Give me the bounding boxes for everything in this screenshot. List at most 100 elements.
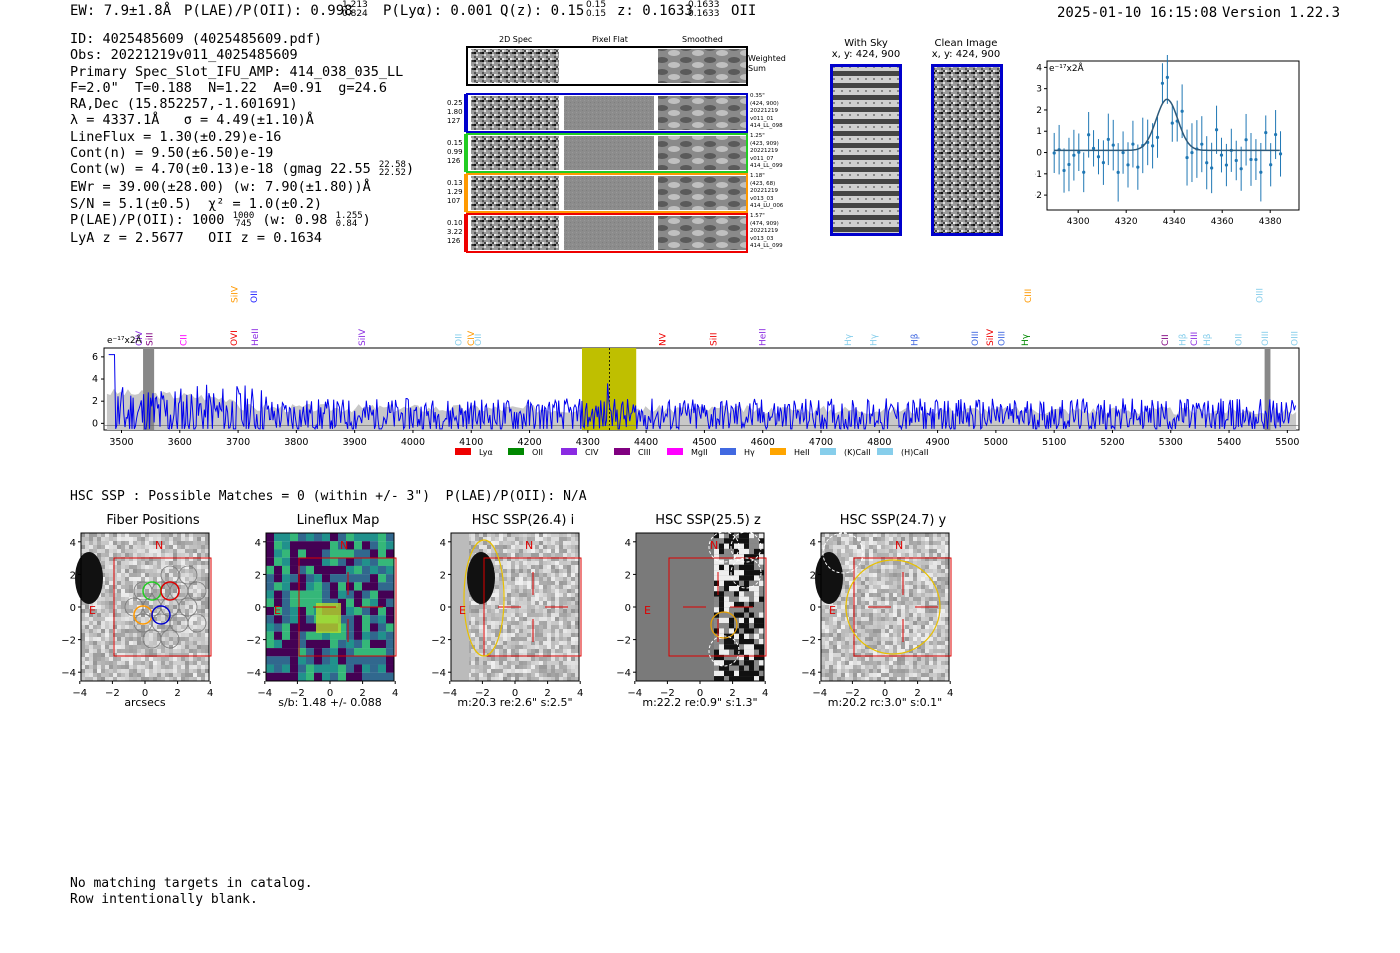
hsc-xtick-label: −4 — [257, 688, 272, 699]
hsc-panel-caption: m:20.3 re:2.6" s:2.5" — [457, 696, 573, 709]
hsc-ytick-label: 0 — [810, 603, 816, 614]
zoom-data-point — [1126, 163, 1130, 167]
spectral-line-label: NV — [658, 332, 668, 346]
header-qz: Q(z): 0.15 — [500, 3, 585, 19]
east-marker: E — [829, 604, 836, 617]
legend-label: (K)CaII — [844, 448, 871, 457]
legend-swatch — [508, 448, 524, 455]
zoom-xtick-label: 4360 — [1211, 217, 1234, 227]
footer-text: No matching targets in catalog. Row inten… — [70, 876, 313, 907]
zoom-data-point — [1205, 161, 1209, 165]
hsc-ytick-label: 0 — [440, 603, 446, 614]
spectral-line-label: OII — [454, 334, 464, 346]
spectrum-chart: CIV{SiII{CII{OVI{HeII{SiIV{OII{CIV{OII{N… — [92, 285, 1300, 457]
zoom-ytick-label: 2 — [1036, 106, 1042, 116]
zoom-data-point — [1087, 133, 1091, 137]
spectral-line-label: CII — [1161, 334, 1171, 346]
hsc-xtick-label: 4 — [207, 688, 213, 699]
spectrum-xtick-label: 4600 — [751, 437, 775, 448]
legend-swatch — [720, 448, 736, 455]
spectral-line-label: Hγ — [1021, 333, 1031, 346]
chip-gap — [1264, 348, 1271, 430]
cutout-info-value: 1.25" — [750, 133, 765, 139]
cutout-weight-value: 126 — [447, 237, 461, 245]
spectral-line-label-upper: OII — [250, 291, 260, 303]
cutout-info-value: 20221219 — [750, 188, 778, 195]
header-plae: P(LAE)/P(OII): 0.998 — [184, 3, 353, 19]
spectral-line-label-upper: SiIV — [231, 285, 241, 303]
hsc-xtick-label: −4 — [442, 688, 457, 699]
hsc-panel-caption: m:22.2 re:0.9" s:1.3" — [642, 696, 758, 709]
legend-label: HeII — [794, 448, 810, 457]
spectral-line-label: Hβ — [910, 333, 920, 346]
hsc-ytick-label: −4 — [431, 668, 446, 679]
zoom-data-point — [1106, 137, 1110, 141]
spectrum-xtick-label: 5100 — [1042, 437, 1066, 448]
hsc-ytick-label: 2 — [625, 570, 631, 581]
zoom-fit-line — [1054, 98, 1280, 152]
cutout-info-value: 1.57" — [750, 213, 765, 219]
zoom-data-point — [1249, 157, 1253, 162]
cutout-weight-value: 127 — [447, 117, 461, 125]
header-version: Version 1.22.3 — [1222, 5, 1341, 21]
cutout-weight-value: 0.13 — [447, 179, 463, 187]
cutout-info-value: 20221219 — [750, 228, 778, 235]
spectrum-xtick-label: 5400 — [1217, 437, 1241, 448]
cutout-info-value: v013_03 — [750, 195, 774, 202]
zoom-data-point — [1160, 81, 1165, 85]
fiber-circle — [178, 597, 198, 617]
hsc-xtick-label: 0 — [142, 688, 148, 699]
header-timestamp: 2025-01-10 16:15:08 — [1057, 5, 1218, 21]
hsc-panel-caption: arcsecs — [124, 696, 166, 709]
header-z-limits: 0.1633 0.1633 — [688, 0, 720, 19]
info-id: ID: 4025485609 (4025485609.pdf) — [70, 31, 322, 47]
hsc-xtick-label: −2 — [660, 688, 675, 699]
hsc-panel-caption: s/b: 1.48 +/- 0.088 — [278, 696, 382, 709]
info-contw: Cont(w) = 4.70(±0.13)e-18 (gmag 22.55 22… — [70, 160, 415, 179]
clean-image-title: Clean Image x, y: 424, 900 — [931, 38, 1001, 60]
north-marker: N — [340, 539, 348, 552]
legend-label: CIV — [585, 448, 599, 457]
hsc-ytick-label: −4 — [246, 668, 261, 679]
spectral-line-label: OII — [474, 334, 484, 346]
north-marker: N — [895, 539, 903, 552]
hsc-xtick-label: 0 — [882, 688, 888, 699]
col-smoothed: Smoothed — [682, 35, 723, 44]
zoom-xtick-label: 4380 — [1259, 217, 1282, 227]
info-fwhm: F=2.0" T=0.188 N=1.22 A=0.91 g=24.6 — [70, 79, 387, 96]
hsc-panel: N E 4 2 0 −2 −4 −4 −2 0 2 4 — [246, 532, 398, 699]
hsc-xtick-label: 2 — [729, 688, 735, 699]
spectrum-xtick-label: 5500 — [1275, 437, 1299, 448]
zoom-ytick-label: 1 — [1036, 127, 1042, 137]
hsc-xtick-label: −4 — [812, 688, 827, 699]
hsc-xtick-label: −2 — [475, 688, 490, 699]
spectrum-xtick-label: 4800 — [867, 437, 891, 448]
spectrum-xtick-label: 4700 — [809, 437, 833, 448]
weighted-sum-label: Weighted Sum — [748, 54, 786, 73]
hsc-xtick-label: 4 — [947, 688, 953, 699]
zoom-data-point — [1101, 161, 1105, 165]
footer-line-1: No matching targets in catalog. — [70, 876, 313, 891]
legend-swatch — [877, 448, 893, 455]
zoom-ytick-label: 4 — [1036, 63, 1042, 73]
hsc-aperture-box — [853, 557, 952, 657]
zoom-data-point — [1264, 130, 1268, 135]
cutout-weight-value: 0.99 — [447, 148, 463, 156]
legend-label: CIII — [638, 448, 651, 457]
footer-line-2: Row intentionally blank. — [70, 891, 258, 907]
hsc-xtick-label: 4 — [577, 688, 583, 699]
zoom-data-point — [1077, 150, 1081, 154]
legend-swatch — [455, 448, 471, 455]
zoom-data-point — [1170, 121, 1174, 125]
info-obs: Obs: 20221219v011_4025485609 — [70, 47, 298, 64]
hsc-xtick-label: −2 — [105, 688, 120, 699]
zoom-data-point — [1165, 75, 1169, 79]
east-marker: E — [274, 604, 281, 617]
north-marker: N — [710, 539, 718, 552]
zoom-data-point — [1219, 153, 1224, 157]
zoom-data-point — [1239, 167, 1243, 171]
legend-swatch — [770, 448, 786, 455]
legend-swatch — [561, 448, 577, 455]
spectrum-xtick-label: 5300 — [1159, 437, 1183, 448]
hsc-ytick-label: −2 — [616, 636, 631, 647]
